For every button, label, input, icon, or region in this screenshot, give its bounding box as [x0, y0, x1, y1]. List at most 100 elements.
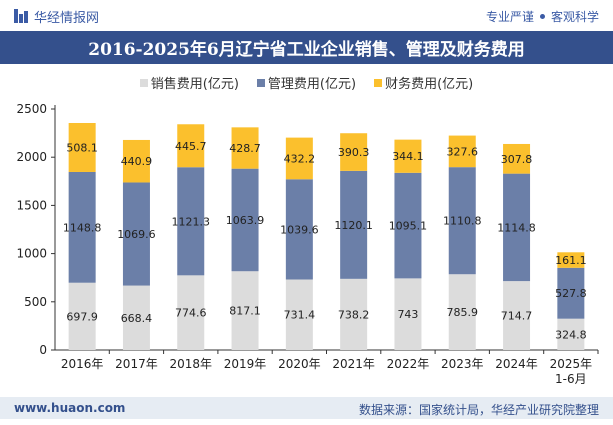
data-label: 1110.8	[443, 215, 482, 228]
bar-segment	[340, 170, 368, 279]
data-label: 445.7	[175, 140, 207, 153]
data-label: 817.1	[229, 305, 261, 318]
x-tick-label: 2023年	[441, 357, 484, 371]
data-label: 527.8	[555, 287, 587, 300]
bar-segment	[177, 167, 205, 276]
bar-segment	[503, 281, 531, 350]
brand-logo-icon	[14, 9, 28, 23]
footer: www.huaon.com 数据来源：国家统计局，华经产业研究院整理	[0, 397, 613, 419]
data-label: 774.6	[175, 307, 207, 320]
data-label: 697.9	[66, 310, 98, 323]
bar-segment	[448, 274, 476, 350]
bar-segment	[231, 168, 259, 272]
bar-segment	[122, 285, 150, 350]
y-tick-label: 2000	[16, 150, 47, 164]
header-tags: 专业严谨 客观科学	[486, 8, 599, 25]
bar-segment	[448, 167, 476, 275]
brand[interactable]: 华经情报网	[14, 6, 99, 26]
data-label: 508.1	[66, 141, 98, 154]
bar-segment	[231, 127, 259, 169]
data-label: 1148.8	[63, 221, 102, 234]
data-label: 1121.3	[172, 215, 211, 228]
bar-segment	[394, 139, 422, 173]
data-label: 1095.1	[389, 220, 428, 233]
bar-segment	[340, 133, 368, 171]
footer-source: 数据来源：国家统计局，华经产业研究院整理	[358, 403, 599, 417]
legend-item-mgmt: 管理费用(亿元)	[256, 73, 357, 92]
x-tick-label: 2020年	[278, 357, 321, 371]
legend-swatch-icon	[139, 78, 148, 87]
bar-segment	[557, 267, 585, 319]
data-label: 1039.6	[280, 223, 319, 236]
bar-segment	[340, 278, 368, 350]
x-tick-label: 2021年	[332, 357, 375, 371]
legend-swatch-icon	[256, 78, 265, 87]
data-label: 440.9	[121, 155, 153, 168]
bar-segment	[503, 173, 531, 282]
data-label: 161.1	[555, 254, 587, 267]
data-label: 390.3	[338, 146, 370, 159]
y-tick-label: 0	[39, 343, 47, 357]
data-label: 432.2	[284, 152, 316, 165]
bar-segment	[394, 172, 422, 279]
bar-segment	[503, 143, 531, 174]
y-tick-label: 1000	[16, 247, 47, 261]
legend-label: 财务费用(亿元)	[385, 77, 474, 92]
legend-label: 管理费用(亿元)	[267, 77, 357, 92]
bar-segment	[557, 252, 585, 268]
data-label: 1114.8	[497, 221, 536, 234]
data-label: 1069.6	[117, 228, 156, 241]
bar-segment	[285, 179, 313, 280]
header-tag: 专业严谨	[485, 10, 534, 24]
x-tick-label: 2019年	[224, 357, 267, 371]
data-label: 1120.1	[334, 219, 373, 232]
x-tick-label: 2016年	[61, 357, 104, 371]
legend-label: 销售费用(亿元)	[150, 77, 239, 92]
legend-item-finance: 财务费用(亿元)	[374, 73, 473, 92]
bar-segment	[394, 278, 422, 350]
top-bar: 华经情报网 专业严谨 客观科学	[0, 0, 613, 30]
chart-title-text: 2016-2025年6月辽宁省工业企业销售、管理及财务费用	[88, 40, 525, 60]
data-label: 428.7	[229, 142, 261, 155]
bar-segment	[285, 279, 313, 350]
brand-name: 华经情报网	[34, 10, 100, 26]
bar-segment	[448, 135, 476, 168]
header-tag: 客观科学	[550, 10, 599, 24]
x-tick-label: 2017年	[115, 357, 158, 371]
data-label: 327.6	[447, 145, 479, 158]
bar-segment	[231, 271, 259, 350]
x-tick-label: 2024年	[495, 357, 538, 371]
footer-url[interactable]: www.huaon.com	[14, 401, 126, 415]
bar-segment	[122, 139, 150, 183]
legend-item-sales: 销售费用(亿元)	[139, 73, 239, 92]
legend-swatch-icon	[374, 78, 383, 87]
x-tick-label: 2018年	[169, 357, 212, 371]
separator-dot-icon	[539, 14, 545, 19]
bar-segment	[68, 282, 96, 350]
legend: 销售费用(亿元) 管理费用(亿元) 财务费用(亿元)	[0, 73, 613, 92]
x-tick-label: 2025年 1-6月	[550, 357, 593, 386]
bar-segment	[177, 124, 205, 168]
data-label: 743	[397, 308, 418, 321]
data-label: 738.2	[338, 308, 370, 321]
data-label: 324.8	[555, 328, 587, 341]
x-tick-label: 2022年	[387, 357, 430, 371]
data-label: 731.4	[284, 309, 316, 322]
bar-segment	[122, 182, 150, 286]
bar-segment	[68, 122, 96, 172]
data-label: 668.4	[121, 312, 153, 325]
data-label: 307.8	[501, 153, 533, 166]
data-label: 344.1	[392, 150, 424, 163]
data-label: 714.7	[501, 310, 533, 323]
bar-segment	[285, 137, 313, 180]
bar-segment	[68, 171, 96, 283]
stacked-bar-chart: 0 500 1000 1500 2000 2500 697.9 1148.8 508.1 2016…	[16, 102, 599, 386]
data-label: 1063.9	[226, 214, 265, 227]
data-label: 785.9	[447, 306, 479, 319]
y-tick-label: 500	[24, 295, 47, 309]
y-tick-label: 1500	[16, 198, 47, 212]
chart-title: 2016-2025年6月辽宁省工业企业销售、管理及财务费用	[0, 31, 613, 64]
bar-segment	[557, 318, 585, 350]
bar-segment	[177, 275, 205, 350]
y-tick-label: 2500	[16, 102, 47, 116]
